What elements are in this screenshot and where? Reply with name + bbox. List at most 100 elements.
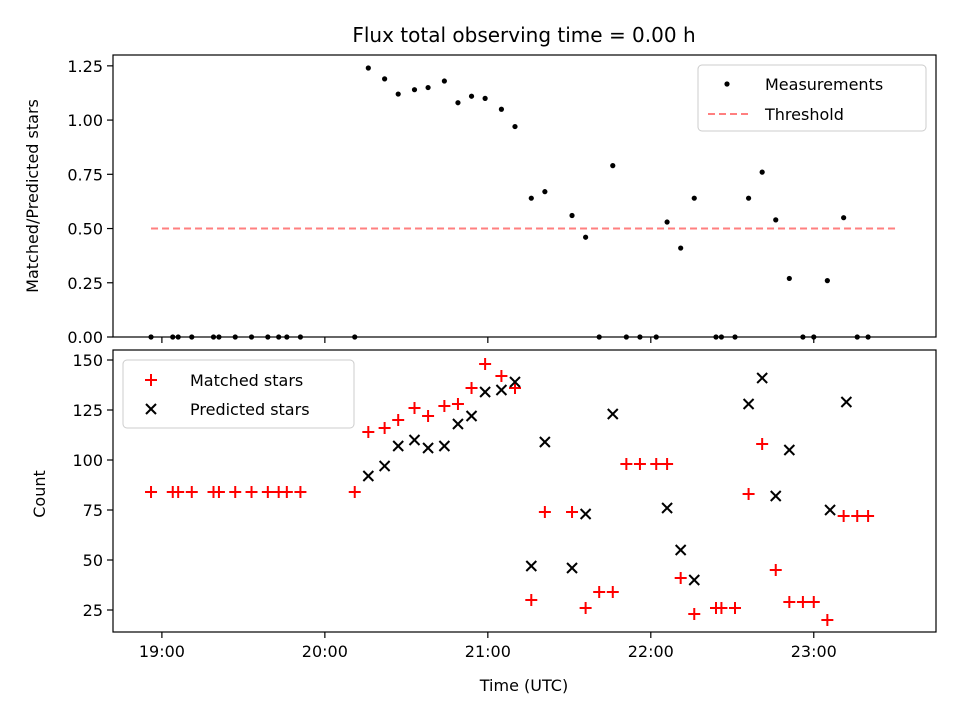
xlabel: Time (UTC) — [479, 676, 568, 695]
legend-predicted-marker — [145, 403, 157, 415]
measurement-point — [759, 169, 765, 175]
top-panel: 0.00 0.25 0.50 0.75 1.00 1.25 Matched/Predict… — [23, 54, 937, 347]
legend-matched-marker — [145, 374, 157, 386]
matched-star-point — [862, 510, 875, 522]
predicted-star-point — [362, 470, 375, 482]
top-plot-frame — [112, 54, 937, 338]
legend-measurements-label: Measurements — [765, 75, 883, 94]
matched-star-point — [229, 486, 242, 498]
predicted-star-point — [422, 442, 434, 454]
xtick-label: 19:00 — [139, 642, 185, 661]
matched-star-point — [212, 486, 225, 498]
top-legend: Measurements Threshold — [697, 64, 927, 132]
matched-star-point — [408, 402, 421, 414]
predicted-star-point — [495, 384, 508, 396]
predicted-star-point — [525, 560, 537, 572]
bottom-ytick-label: 125 — [72, 401, 103, 420]
matched-star-point — [742, 488, 755, 500]
xtick-label: 23:00 — [791, 642, 837, 661]
matched-star-point — [579, 602, 592, 614]
matched-star-point — [796, 596, 809, 608]
predicted-star-point — [607, 408, 619, 420]
matched-star-point — [495, 370, 508, 382]
matched-star-point — [837, 510, 850, 522]
predicted-star-point — [509, 376, 521, 388]
bottom-ytick-label: 100 — [72, 451, 103, 470]
bottom-ytick-label: 150 — [72, 351, 103, 370]
legend-matched-label: Matched stars — [190, 371, 303, 390]
measurement-point — [745, 195, 752, 201]
xtick-label: 21:00 — [465, 642, 511, 661]
top-ytick-label: 0.75 — [67, 165, 103, 184]
measurement-point — [664, 219, 670, 225]
predicted-star-point — [770, 490, 782, 502]
measurement-point — [455, 100, 461, 106]
top-legend-box — [697, 64, 927, 132]
measurement-point — [542, 189, 548, 195]
legend-measurements-marker — [724, 81, 730, 87]
matched-star-point — [769, 564, 782, 576]
measurement-point — [498, 106, 505, 112]
measurement-point — [569, 212, 575, 219]
legend-predicted-label: Predicted stars — [190, 400, 310, 419]
matched-star-point — [261, 486, 274, 498]
measurement-point — [583, 234, 589, 240]
top-ytick-label: 0.00 — [67, 328, 103, 347]
measurement-point — [678, 245, 684, 251]
top-ytick-label: 1.25 — [67, 57, 103, 76]
predicted-star-point — [783, 444, 796, 456]
matched-star-point — [661, 458, 674, 470]
matched-star-point — [508, 382, 521, 394]
bottom-ytick-label: 50 — [83, 551, 103, 570]
bottom-plot-frame — [112, 349, 937, 633]
measurement-point — [773, 217, 779, 223]
matched-star-point — [606, 586, 619, 598]
measurement-point — [512, 123, 518, 130]
predicted-star-point — [674, 544, 687, 556]
bottom-ticks: 25 50 75 100 125 150 19:00 20:00 21:00 22:00 23:00 — [72, 351, 836, 661]
bottom-legend: Matched stars Predicted stars — [122, 359, 355, 429]
matched-star-point — [172, 486, 185, 498]
matched-star-point — [525, 594, 538, 606]
predicted-star-point — [566, 562, 578, 574]
matched-star-point — [348, 486, 361, 498]
top-ytick-label: 1.00 — [67, 111, 103, 130]
matched-star-point — [451, 398, 464, 410]
predicted-star-point — [742, 398, 755, 410]
matched-star-point — [185, 486, 198, 498]
predicted-star-point — [688, 574, 700, 586]
top-ylabel: Matched/Predicted stars — [23, 99, 42, 293]
matched-star-point — [438, 400, 451, 412]
matched-star-point — [422, 410, 435, 422]
measurement-point — [382, 76, 388, 82]
matched-star-point — [729, 602, 742, 614]
measurement-point — [365, 65, 371, 71]
predicted-star-point — [539, 436, 551, 448]
bottom-ylabel: Count — [30, 470, 49, 518]
predicted-star-point — [392, 440, 404, 452]
matched-star-point — [294, 486, 307, 498]
bottom-panel: 25 50 75 100 125 150 19:00 20:00 21:00 22:00 23:00… — [30, 349, 937, 695]
matched-star-point — [280, 486, 293, 498]
matched-star-point — [756, 438, 769, 450]
matched-star-point — [538, 506, 551, 518]
predicted-star-point — [408, 434, 421, 446]
predicted-star-point — [452, 418, 464, 430]
matched-star-point — [145, 486, 158, 498]
top-ticks: 0.00 0.25 0.50 0.75 1.00 1.25 — [67, 57, 815, 347]
measurement-point — [411, 87, 418, 93]
matched-star-point — [620, 458, 633, 470]
matched-star-point — [245, 486, 258, 498]
chart-title: Flux total observing time = 0.00 h — [352, 23, 695, 47]
matched-star-point — [650, 458, 663, 470]
bottom-ytick-label: 25 — [83, 601, 103, 620]
matched-star-point — [783, 596, 796, 608]
matched-star-point — [688, 608, 701, 620]
predicted-star-point — [438, 440, 451, 452]
matched-star-point — [566, 506, 579, 518]
predicted-star-point — [840, 396, 853, 408]
predicted-star-point — [824, 504, 836, 516]
bottom-legend-box — [122, 359, 355, 429]
matched-star-point — [674, 572, 687, 584]
